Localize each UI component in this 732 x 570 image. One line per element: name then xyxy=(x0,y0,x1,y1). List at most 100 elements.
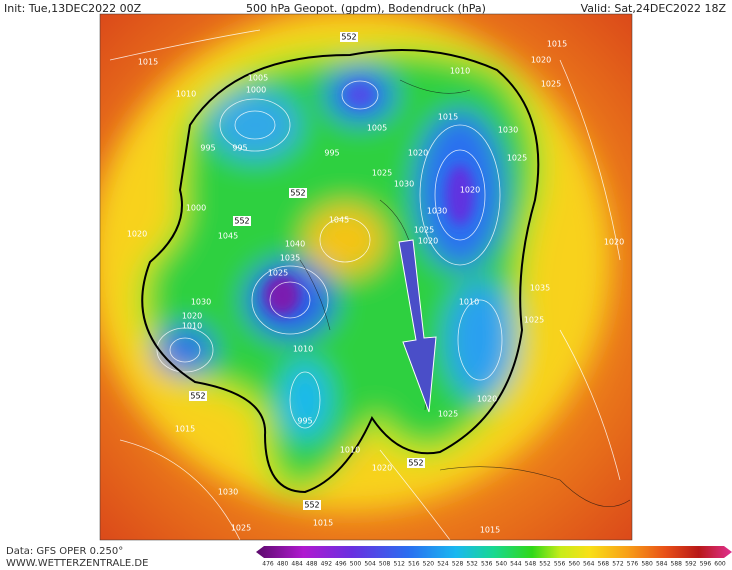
isobar-label: 1025 xyxy=(438,410,458,419)
colorbar-label: 484 xyxy=(291,561,303,568)
isobar-label: 995 xyxy=(324,149,339,158)
isobar-label: 1030 xyxy=(427,207,447,216)
contour-label: 552 xyxy=(234,217,249,226)
isobar-label: 1040 xyxy=(285,240,305,249)
isobar-label: 1025 xyxy=(524,316,544,325)
isobar-label: 1010 xyxy=(176,90,196,99)
isobar-label: 1025 xyxy=(268,269,288,278)
isobar-label: 1030 xyxy=(218,488,238,497)
contour-label-box xyxy=(303,500,321,510)
colorbar-label: 488 xyxy=(306,561,318,568)
isobar-label: 1010 xyxy=(459,298,479,307)
valid-time: Valid: Sat,24DEC2022 18Z xyxy=(581,2,727,15)
colorbar-label: 480 xyxy=(277,561,289,568)
isobar-label: 1030 xyxy=(191,298,211,307)
colorbar-label: 516 xyxy=(408,561,420,568)
contour-label: 552 xyxy=(304,501,319,510)
colorbar-label: 524 xyxy=(437,561,449,568)
colorbar-label: 572 xyxy=(612,561,624,568)
site-name: WWW.WETTERZENTRALE.DE xyxy=(6,558,148,569)
isobar-label: 1010 xyxy=(182,322,202,331)
colorbar-label: 512 xyxy=(393,561,405,568)
colorbar-label: 576 xyxy=(627,561,639,568)
map-title: 500 hPa Geopot. (gpdm), Bodendruck (hPa) xyxy=(246,2,486,15)
contour-label: 552 xyxy=(290,189,305,198)
isobar-label: 1025 xyxy=(414,226,434,235)
isobar-label: 1020 xyxy=(418,237,438,246)
colorbar-label: 476 xyxy=(262,561,274,568)
colorbar-label: 532 xyxy=(466,561,478,568)
map-area: 1015 1010 1005 1000 995 995 1000 995 1005 1015 103… xyxy=(100,14,632,540)
colorbar-label: 560 xyxy=(568,561,580,568)
isobar-label: 1015 xyxy=(480,526,500,535)
contour-label: 552 xyxy=(341,33,356,42)
contour-label-box xyxy=(189,391,207,401)
contour-label-box xyxy=(233,216,251,226)
contour-label: 552 xyxy=(408,459,423,468)
isobar-label: 1045 xyxy=(329,216,349,225)
colorbar-label: 592 xyxy=(685,561,697,568)
isobar-label: 1020 xyxy=(127,230,147,239)
isobar-label: 1000 xyxy=(246,86,266,95)
colorbar-label: 520 xyxy=(423,561,435,568)
isobar-label: 1035 xyxy=(530,284,550,293)
isobar-label: 995 xyxy=(200,144,215,153)
colorbar-label: 496 xyxy=(335,561,347,568)
isobar-label: 1020 xyxy=(408,149,428,158)
colorbar-label: 540 xyxy=(496,561,508,568)
isobar-label: 1005 xyxy=(367,124,387,133)
colorbar-label: 548 xyxy=(525,561,537,568)
isobar-label: 1015 xyxy=(138,58,158,67)
isobar-label: 1045 xyxy=(218,232,238,241)
data-source: Data: GFS OPER 0.250° xyxy=(6,546,123,557)
isobar-label: 1005 xyxy=(248,74,268,83)
contour-label-box xyxy=(289,188,307,198)
colorbar-label: 564 xyxy=(583,561,595,568)
isobar-label: 1020 xyxy=(372,464,392,473)
isobar-label: 1020 xyxy=(182,312,202,321)
isobar-label: 1025 xyxy=(507,154,527,163)
isobar-label: 1035 xyxy=(280,254,300,263)
colorbar-label: 556 xyxy=(554,561,566,568)
isobar-label: 1015 xyxy=(438,113,458,122)
isobar-label: 1025 xyxy=(541,80,561,89)
colorbar-label: 580 xyxy=(641,561,653,568)
isobar-label: 1020 xyxy=(460,186,480,195)
colorbar-label: 536 xyxy=(481,561,493,568)
contour-label-box xyxy=(340,32,358,42)
isobar-label: 1030 xyxy=(498,126,518,135)
colorbar-label: 500 xyxy=(350,561,362,568)
colorbar-label: 492 xyxy=(321,561,333,568)
contour-label-box xyxy=(407,458,425,468)
colorbar-label: 568 xyxy=(598,561,610,568)
isobar-label: 1025 xyxy=(231,524,251,533)
isobar-label: 1015 xyxy=(313,519,333,528)
arrow xyxy=(398,239,437,413)
colorbar-label: 552 xyxy=(539,561,551,568)
colorbar-label: 584 xyxy=(656,561,668,568)
isobar-label: 1010 xyxy=(340,446,360,455)
isobar-label: 1015 xyxy=(547,40,567,49)
colorbar-label: 544 xyxy=(510,561,522,568)
isobar-label: 1010 xyxy=(293,345,313,354)
isobar-label: 1015 xyxy=(175,425,195,434)
colorbar-label: 596 xyxy=(700,561,712,568)
isobar-label: 1020 xyxy=(477,395,497,404)
colorbar-label: 588 xyxy=(671,561,683,568)
isobar-label: 1010 xyxy=(450,67,470,76)
colorbar-label: 508 xyxy=(379,561,391,568)
colorbar-label: 528 xyxy=(452,561,464,568)
isobar-label: 1030 xyxy=(394,180,414,189)
isobar-label: 995 xyxy=(232,144,247,153)
colorbar-label: 600 xyxy=(714,561,726,568)
isobar-label: 1020 xyxy=(531,56,551,65)
init-time: Init: Tue,13DEC2022 00Z xyxy=(4,2,142,15)
isobar-label: 995 xyxy=(297,417,312,426)
isobar-label: 1020 xyxy=(604,238,624,247)
colorbar xyxy=(256,546,732,558)
contour-label: 552 xyxy=(190,392,205,401)
isobar-label: 1025 xyxy=(372,169,392,178)
colorbar-label: 504 xyxy=(364,561,376,568)
isobar-label: 1000 xyxy=(186,204,206,213)
